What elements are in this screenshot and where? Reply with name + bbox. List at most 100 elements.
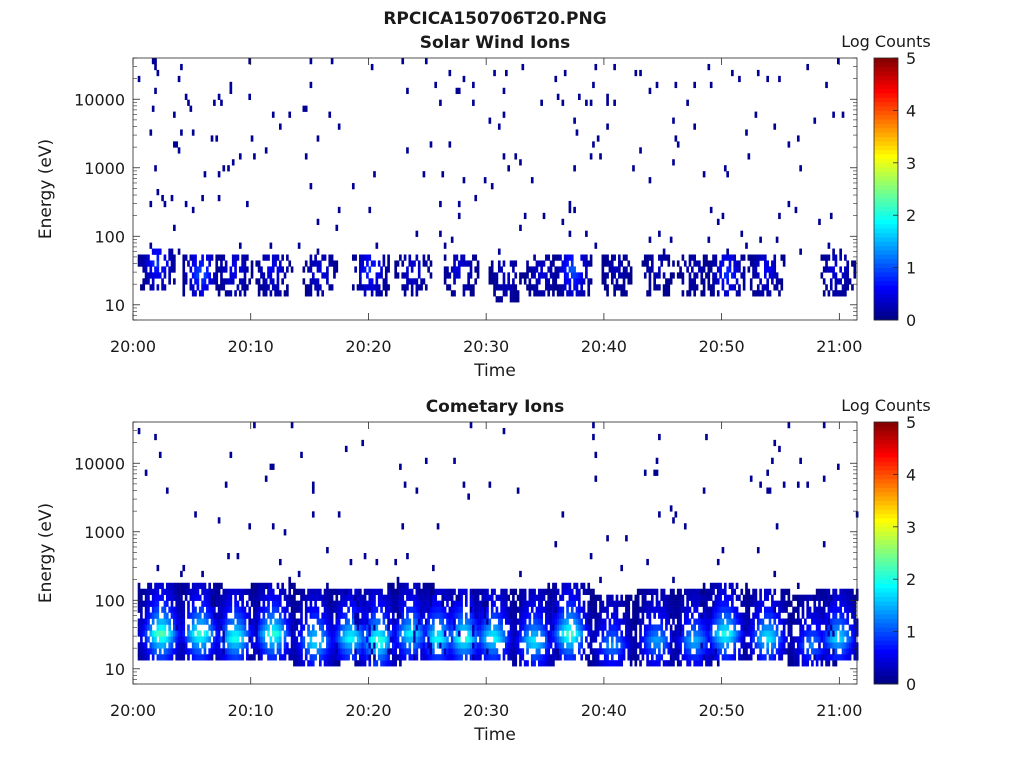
spectrogram-cell [354,630,357,637]
spectrogram-cell [648,284,652,291]
spectrogram-cell [472,290,475,297]
spectrogram-cell [253,422,256,429]
spectrogram-cell [144,588,148,595]
spectrogram-cell [156,618,160,625]
spectrogram-cell [144,594,148,601]
spectrogram-cell [238,153,242,160]
spectrogram-cell [674,606,678,613]
spectrogram-cell [827,594,831,601]
spectrogram-cell [613,254,616,261]
spectrogram-cell [137,75,141,83]
spectrogram-cell [780,642,784,649]
spectrogram-cell [683,618,687,625]
spectrogram-cell [578,600,581,607]
spectrogram-cell [552,600,555,607]
spectrogram-cell [502,606,506,613]
spectrogram-cell [568,624,572,631]
spectrogram-cell [606,290,609,297]
spectrogram-cell [394,624,397,631]
spectrogram-cell [246,254,249,261]
spectrogram-cell [514,624,518,631]
spectrogram-cell [323,660,327,667]
spectrogram-cell [330,58,334,65]
spectrogram-cell [622,642,626,649]
spectrogram-cell [154,642,157,649]
spectrogram-cell [667,600,671,607]
spectrogram-cell [255,642,259,649]
spectrogram-cell [634,600,638,607]
spectrogram-cell [707,594,711,601]
spectrogram-cell [761,600,765,607]
spectrogram-cell [806,594,810,601]
spectrogram-cell [234,636,237,643]
spectrogram-cell [283,594,287,601]
colorbar-segment [874,426,898,432]
spectrogram-cell [832,612,835,619]
spectrogram-cell [714,636,718,643]
spectrogram-cell [547,588,551,595]
colorbar-frame [873,57,899,321]
spectrogram-cell [773,254,777,261]
spectrogram-cell [747,153,751,160]
spectrogram-cell [613,284,616,291]
spectrogram-cell [396,260,400,267]
spectrogram-cell [688,636,692,643]
spectrogram-cell [217,654,221,661]
spectrogram-cell [205,630,209,637]
spectrogram-cell [528,278,532,285]
spectrogram-cell [243,254,247,261]
spectrogram-cell [446,272,449,279]
spectrogram-cell [516,636,520,643]
spectrogram-cell [794,660,798,667]
spectrogram-cell [844,284,847,291]
spectrogram-cell [464,636,468,643]
spectrogram-cell [173,224,176,231]
colorbar-segment [874,574,898,580]
colorbar-segment [874,483,898,488]
spectrogram-cell [297,642,301,649]
spectrogram-cell [497,284,501,291]
spectrogram-cell [660,612,664,619]
spectrogram-cell [137,594,141,601]
spectrogram-cell [366,588,369,595]
spectrogram-cell [676,654,680,661]
spectrogram-cell [747,600,751,607]
spectrogram-cell [764,266,767,273]
spectrogram-cell [658,266,661,273]
spectrogram-cell [688,630,692,637]
spectrogram-cell [691,654,694,661]
spectrogram-cell [330,624,334,631]
spectrogram-cell [187,648,190,655]
spectrogram-cell [669,630,673,637]
spectrogram-cell [618,660,621,667]
spectrogram-cell [439,630,442,637]
spectrogram-cell [787,660,791,667]
spectrogram-cell [137,588,141,595]
spectrogram-cell [688,588,692,595]
spectrogram-cell [749,475,753,482]
spectrogram-cell [351,284,355,291]
spectrogram-cell [156,588,160,595]
spectrogram-cell [636,594,640,601]
spectrogram-cell [156,594,160,601]
spectrogram-cell [215,254,219,261]
spectrogram-cell [373,636,376,643]
spectrogram-cell [759,600,762,607]
spectrogram-cell [439,612,442,619]
spectrogram-cell [512,588,515,595]
spectrogram-cell [705,648,708,655]
colorbar-segment [874,675,898,681]
spectrogram-cell [526,660,529,667]
spectrogram-cell [220,624,223,631]
spectrogram-cell [554,284,558,291]
spectrogram-cell [224,618,228,625]
spectrogram-cell [723,648,727,655]
spectrogram-cell [773,439,777,447]
spectrogram-cell [224,636,228,643]
spectrogram-cell [587,290,591,297]
spectrogram-cell [427,648,430,655]
spectrogram-cell [450,612,454,619]
spectrogram-cell [469,612,473,619]
spectrogram-cell [601,600,605,607]
spectrogram-cell [396,588,400,595]
